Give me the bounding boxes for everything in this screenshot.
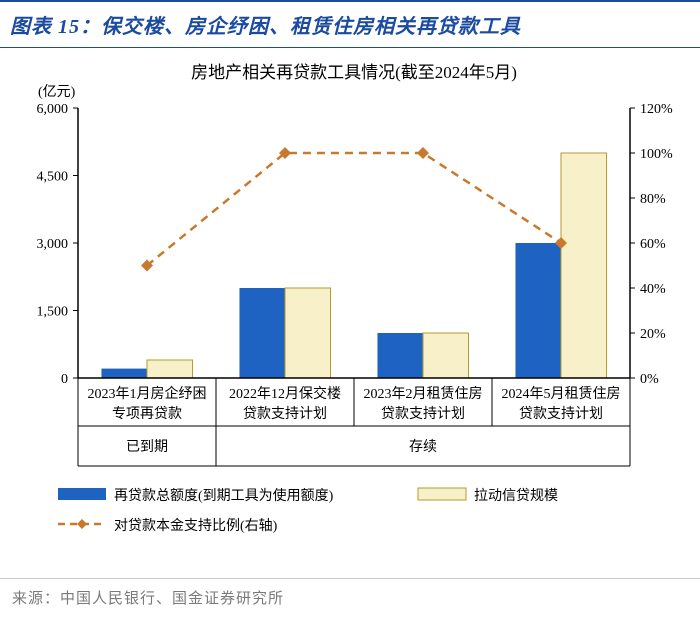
- svg-text:100%: 100%: [640, 147, 673, 162]
- svg-text:贷款支持计划: 贷款支持计划: [519, 406, 603, 422]
- svg-text:3,000: 3,000: [37, 237, 69, 252]
- svg-text:贷款支持计划: 贷款支持计划: [243, 406, 327, 422]
- figure-header: 图表 15：保交楼、房企纾困、租赁住房相关再贷款工具: [0, 0, 700, 48]
- svg-text:6,000: 6,000: [37, 102, 69, 117]
- svg-text:专项再贷款: 专项再贷款: [112, 406, 182, 422]
- svg-text:0%: 0%: [640, 372, 659, 387]
- source-text: 中国人民银行、国金证券研究所: [60, 591, 284, 607]
- svg-text:2023年2月租赁住房: 2023年2月租赁住房: [364, 386, 483, 402]
- source-line: 来源：中国人民银行、国金证券研究所: [0, 578, 700, 616]
- figure-title: 保交楼、房企纾困、租赁住房相关再贷款工具: [101, 16, 521, 38]
- svg-text:对贷款本金支持比例(右轴): 对贷款本金支持比例(右轴): [114, 518, 278, 534]
- figure-container: 图表 15：保交楼、房企纾困、租赁住房相关再贷款工具 房地产相关再贷款工具情况(…: [0, 0, 700, 635]
- svg-text:贷款支持计划: 贷款支持计划: [381, 406, 465, 422]
- svg-text:拉动信贷规模: 拉动信贷规模: [474, 488, 558, 504]
- svg-text:60%: 60%: [640, 237, 666, 252]
- svg-text:存续: 存续: [409, 438, 437, 455]
- svg-text:20%: 20%: [640, 327, 666, 342]
- svg-text:再贷款总额度(到期工具为使用额度): 再贷款总额度(到期工具为使用额度): [114, 487, 334, 504]
- source-label: 来源：: [12, 591, 60, 607]
- svg-text:2024年5月租赁住房: 2024年5月租赁住房: [502, 386, 621, 402]
- svg-text:4,500: 4,500: [37, 170, 69, 185]
- figure-number: 图表 15：: [10, 16, 101, 38]
- svg-text:(亿元): (亿元): [38, 84, 76, 100]
- chart-svg: 房地产相关再贷款工具情况(截至2024年5月) (亿元) 0 1,500 3,000 4,…: [0, 48, 700, 578]
- svg-text:40%: 40%: [640, 282, 666, 297]
- svg-text:120%: 120%: [640, 102, 673, 117]
- svg-text:2023年1月房企纾困: 2023年1月房企纾困: [88, 385, 207, 402]
- svg-text:1,500: 1,500: [37, 305, 69, 320]
- svg-text:已到期: 已到期: [126, 439, 168, 455]
- svg-text:房地产相关再贷款工具情况(截至2024年5月): 房地产相关再贷款工具情况(截至2024年5月): [191, 63, 517, 82]
- chart-area: 房地产相关再贷款工具情况(截至2024年5月) (亿元) 0 1,500 3,000 4,…: [0, 48, 700, 578]
- svg-text:2022年12月保交楼: 2022年12月保交楼: [229, 385, 341, 402]
- svg-text:0: 0: [61, 372, 68, 387]
- svg-text:80%: 80%: [640, 192, 666, 207]
